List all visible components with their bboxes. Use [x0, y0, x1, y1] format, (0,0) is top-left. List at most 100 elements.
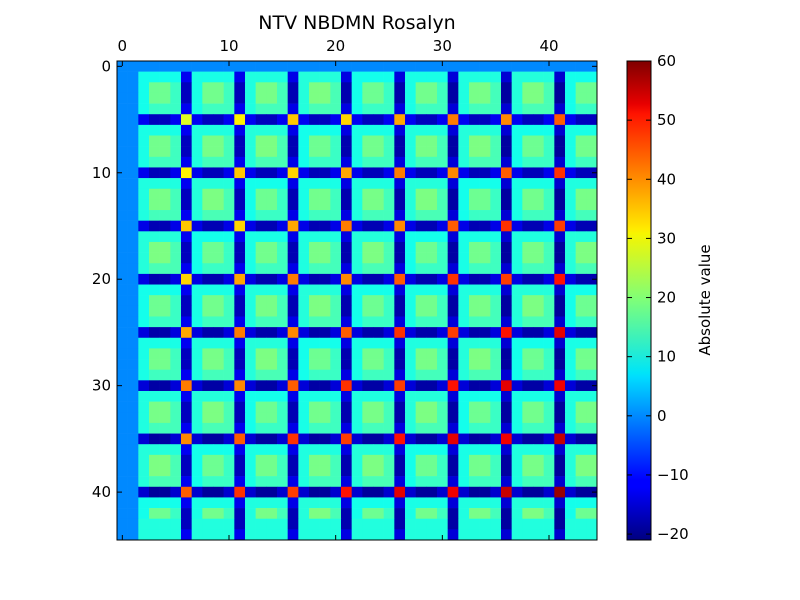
heatmap-cell: [277, 167, 288, 179]
heatmap-cell: [511, 188, 523, 200]
heatmap-cell: [202, 454, 214, 466]
heatmap-cell: [127, 380, 139, 392]
heatmap-cell: [501, 465, 512, 477]
heatmap-cell: [415, 82, 427, 94]
heatmap-cell: [138, 146, 150, 158]
heatmap-cell: [255, 188, 267, 200]
heatmap-cell: [234, 167, 246, 179]
heatmap-cell: [245, 486, 256, 498]
heatmap-cell: [490, 305, 502, 317]
heatmap-cell: [479, 359, 491, 370]
heatmap-cell: [383, 135, 395, 147]
heatmap-cell: [586, 103, 598, 115]
heatmap-cell: [159, 508, 171, 520]
heatmap-cell: [373, 337, 384, 349]
heatmap-cell: [159, 199, 171, 211]
heatmap-cell: [479, 305, 491, 317]
heatmap-cell: [266, 231, 278, 243]
heatmap-cell: [394, 444, 406, 456]
heatmap-cell: [117, 167, 128, 179]
heatmap-cell: [479, 188, 491, 200]
heatmap-cell: [234, 359, 246, 370]
heatmap-cell: [405, 348, 416, 360]
heatmap-cell: [351, 71, 363, 83]
heatmap-cell: [394, 103, 406, 115]
heatmap-cell: [170, 369, 182, 381]
heatmap-cell: [383, 444, 395, 456]
heatmap-cell: [319, 71, 331, 83]
heatmap-cell: [277, 518, 288, 530]
heatmap-cell: [319, 518, 331, 530]
heatmap-cell: [511, 359, 523, 370]
heatmap-cell: [213, 252, 224, 264]
heatmap-cell: [554, 497, 566, 509]
heatmap-cell: [138, 103, 150, 115]
heatmap-cell: [191, 380, 203, 392]
heatmap-cell: [319, 359, 331, 370]
heatmap-cell: [575, 82, 587, 94]
heatmap-cell: [191, 231, 203, 243]
heatmap-cell: [191, 82, 203, 94]
heatmap-cell: [202, 348, 214, 360]
heatmap-cell: [191, 412, 203, 424]
heatmap-cell: [522, 433, 534, 445]
heatmap-cell: [511, 486, 523, 498]
heatmap-cell: [309, 210, 320, 221]
heatmap-cell: [458, 114, 470, 126]
colorbar-tick-label: −10: [657, 466, 689, 484]
heatmap-cell: [469, 103, 480, 115]
heatmap-cell: [415, 135, 427, 147]
heatmap-cell: [170, 486, 182, 498]
heatmap-cell: [394, 422, 406, 434]
heatmap-cell: [341, 61, 352, 72]
heatmap-cell: [522, 359, 534, 370]
heatmap-cell: [213, 390, 224, 402]
heatmap-cell: [362, 412, 374, 424]
heatmap-cell: [373, 167, 384, 179]
heatmap-cell: [490, 348, 502, 360]
heatmap-cell: [469, 71, 480, 83]
heatmap-cell: [298, 412, 310, 424]
heatmap-cell: [362, 146, 374, 158]
heatmap-cell: [213, 103, 224, 115]
heatmap-cell: [586, 327, 598, 339]
heatmap-cell: [330, 188, 342, 200]
heatmap-cell: [159, 444, 171, 456]
heatmap-cell: [298, 316, 310, 328]
heatmap-cell: [181, 188, 192, 200]
heatmap-cell: [202, 61, 214, 72]
heatmap-cell: [565, 103, 576, 115]
heatmap-cell: [223, 444, 235, 456]
heatmap-cell: [554, 454, 566, 466]
heatmap-cell: [127, 465, 139, 477]
heatmap-cell: [330, 82, 342, 94]
heatmap-cell: [266, 337, 278, 349]
heatmap-cell: [149, 295, 160, 307]
heatmap-cell: [351, 401, 363, 413]
heatmap-cell: [138, 369, 150, 381]
heatmap-cell: [469, 465, 480, 477]
heatmap-cell: [479, 454, 491, 466]
heatmap-cell: [319, 305, 331, 317]
heatmap-cell: [469, 316, 480, 328]
heatmap-cell: [415, 241, 427, 253]
heatmap-cell: [287, 497, 299, 509]
heatmap-cell: [255, 508, 267, 520]
heatmap-cell: [351, 252, 363, 264]
heatmap-cell: [447, 465, 459, 477]
heatmap-cell: [586, 156, 598, 168]
heatmap-cell: [447, 348, 459, 360]
heatmap-cell: [181, 103, 192, 115]
y-tick-label: 30: [92, 377, 111, 395]
heatmap-cell: [341, 273, 352, 285]
heatmap-cell: [479, 369, 491, 381]
heatmap-cell: [149, 156, 160, 168]
heatmap-cell: [565, 135, 576, 147]
heatmap-cell: [202, 390, 214, 402]
heatmap-cell: [351, 178, 363, 190]
heatmap-cell: [170, 156, 182, 168]
heatmap-cell: [255, 295, 267, 307]
heatmap-cell: [437, 263, 448, 275]
heatmap-cell: [479, 135, 491, 147]
heatmap-cell: [362, 518, 374, 530]
